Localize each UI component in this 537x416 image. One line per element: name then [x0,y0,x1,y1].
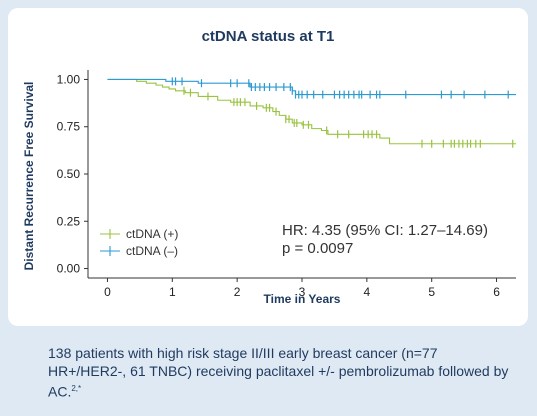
series-line-1 [107,78,516,145]
y-tick-label: 0.50 [57,167,81,181]
x-tick-label: 3 [299,285,306,299]
x-tick-label: 5 [428,285,435,299]
legend-label-1: ctDNA (+) [126,227,178,241]
caption-text: 138 patients with high risk stage II/III… [48,345,509,400]
x-tick-label: 1 [169,285,176,299]
y-tick-label: 0.25 [57,214,81,228]
x-tick-label: 4 [364,285,371,299]
caption-superscript: 2,* [71,384,82,393]
caption: 138 patients with high risk stage II/III… [48,344,518,401]
y-axis-label: Distant Recurrence Free Survival [22,82,36,271]
legend-label-2: ctDNA (–) [126,244,178,258]
p-value-annotation: p = 0.0097 [282,240,353,257]
y-tick-label: 0.00 [57,262,81,276]
x-tick-label: 6 [493,285,500,299]
x-tick-label: 0 [104,285,111,299]
y-tick-label: 0.75 [57,120,81,134]
x-axis-label: Time in Years [264,292,341,306]
chart-card: ctDNA status at T1 0.00 0.25 0.50 0.75 1.00 0 1… [8,8,528,326]
y-tick-label: 1.00 [57,72,81,86]
chart-title: ctDNA status at T1 [202,28,335,45]
x-tick-label: 2 [234,285,241,299]
hr-annotation: HR: 4.35 (95% CI: 1.27–14.69) [282,222,488,239]
km-chart: ctDNA status at T1 0.00 0.25 0.50 0.75 1.00 0 1… [22,28,516,306]
